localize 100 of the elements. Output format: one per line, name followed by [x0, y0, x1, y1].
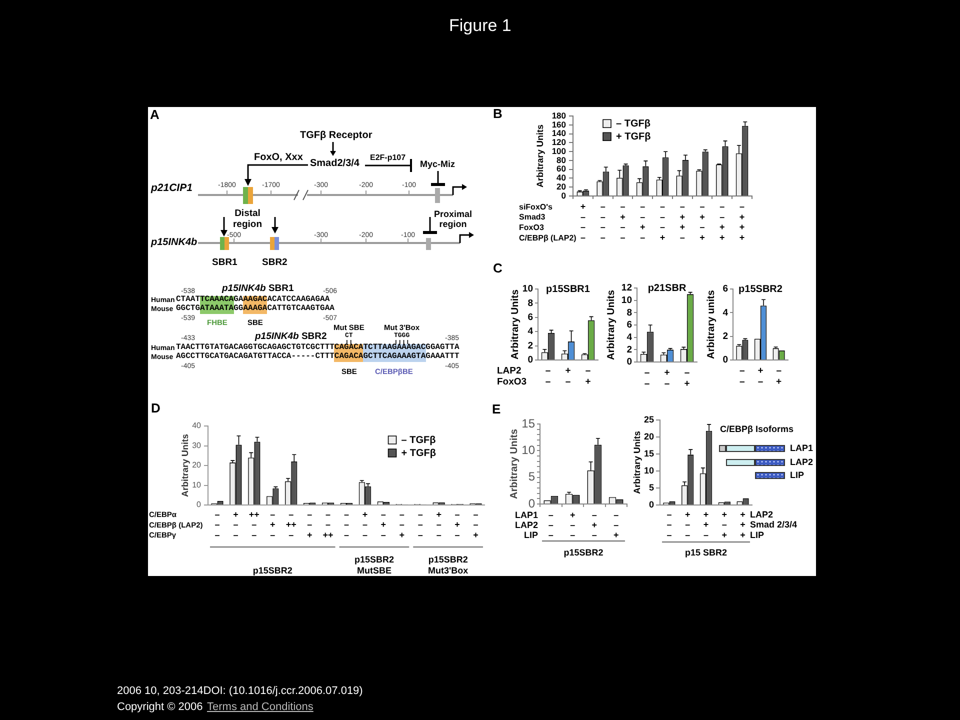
- y-tick-label: 20: [644, 431, 654, 442]
- y-tick-label: 5: [528, 470, 536, 484]
- text: E2F-p107: [370, 153, 406, 162]
- text: p15SBR2 Mut3'Box: [428, 554, 468, 576]
- y-axis-title: Arbitrary Units: [180, 434, 190, 498]
- x-tick-label: + – –: [233, 509, 238, 540]
- text: p15SBR2: [564, 547, 604, 558]
- y-tick-label: 6: [722, 284, 728, 295]
- x-tick-label: – – –: [418, 509, 423, 540]
- text: FoxO3: [519, 222, 544, 232]
- y-tick-label: 30: [192, 440, 202, 450]
- text: C/EBPβ (LAP2): [519, 233, 577, 242]
- text: Myc-Miz: [420, 159, 456, 169]
- x-tick-label: – – – +: [660, 202, 666, 243]
- x-tick-label: ++ – –: [248, 509, 260, 540]
- y-tick-label: 12: [621, 282, 632, 294]
- x-tick-label: – – ++: [322, 509, 334, 540]
- x-tick-label: – + + –: [680, 202, 686, 243]
- x-tick-label: + – –: [362, 509, 368, 540]
- y-tick-label: 25: [644, 414, 654, 424]
- y-tick-label: 180: [552, 110, 566, 120]
- text: p21CIP1: [151, 182, 192, 194]
- x-tick-label: – – + –: [640, 202, 646, 243]
- x-tick-label: – +: [585, 366, 592, 388]
- y-axis-title: Arbitrary Units: [534, 124, 545, 188]
- y-tick-label: 8: [626, 307, 632, 318]
- text: p15INK4b SBR1: [222, 282, 294, 294]
- x-tick-label: – – –: [548, 510, 554, 540]
- text: A: [150, 106, 160, 122]
- y-tick-label: 0: [648, 499, 654, 510]
- y-axis-title: Arbitrary Units: [510, 289, 521, 360]
- text: Copyright © 2006: [117, 700, 203, 712]
- x-tick-label: – + –: [270, 509, 276, 540]
- y-tick-label: 120: [552, 137, 566, 148]
- text: E: [492, 402, 501, 417]
- text: SBR1: [212, 257, 238, 268]
- x-tick-label: – + – –: [620, 202, 626, 243]
- y-tick-label: 2: [528, 340, 533, 352]
- text: LIP: [750, 530, 764, 540]
- y-tick-label: 60: [556, 164, 566, 174]
- text: 2006 10, 203-214DOI: (10.1016/j.ccr.2006.07.019): [117, 684, 363, 696]
- y-tick-label: 8: [528, 298, 533, 309]
- text: Terms and Conditions: [207, 700, 314, 712]
- y-tick-label: 0: [528, 496, 536, 510]
- y-axis-title: Arbitrary units: [706, 290, 717, 359]
- y-tick-label: 40: [192, 421, 202, 430]
- x-tick-label: – –: [545, 366, 551, 388]
- x-tick-label: – ++ –: [286, 509, 296, 540]
- y-tick-label: 5: [648, 482, 654, 492]
- y-tick-label: 0: [626, 356, 632, 368]
- x-tick-label: – –: [644, 368, 650, 390]
- chart-title: p15SBR1: [546, 284, 590, 295]
- x-tick-label: – + –: [592, 510, 598, 540]
- text: LAP2: [790, 456, 814, 467]
- y-tick-label: 6: [626, 320, 632, 331]
- x-tick-label: – – +: [613, 510, 619, 540]
- text: B: [493, 106, 502, 122]
- text: p15 SBR2: [684, 547, 728, 558]
- y-tick-label: 2: [722, 330, 728, 342]
- x-tick-label: – +: [684, 368, 690, 390]
- x-tick-label: – + –: [454, 509, 460, 540]
- text: FoxO3: [497, 376, 527, 388]
- text: LAP2: [750, 509, 774, 520]
- x-tick-label: + – –: [570, 510, 576, 540]
- x-tick-label: – – +: [306, 509, 312, 540]
- y-tick-label: 20: [556, 181, 566, 192]
- y-tick-label: 2: [626, 344, 632, 356]
- text: Smad2/3/4: [310, 158, 360, 169]
- text: LIP: [524, 530, 538, 540]
- y-tick-label: 10: [522, 442, 536, 457]
- text: LAP2: [514, 520, 538, 530]
- text: Smad3: [519, 212, 546, 222]
- x-tick-label: + –: [565, 366, 572, 388]
- y-tick-label: 4: [722, 307, 729, 318]
- y-tick-label: 160: [552, 119, 566, 130]
- text: Distal region: [232, 208, 264, 230]
- x-tick-label: + + +: [740, 509, 746, 540]
- text: TGFβ Receptor: [300, 130, 372, 141]
- x-tick-label: – +: [776, 366, 782, 388]
- y-tick-label: 80: [556, 154, 566, 165]
- x-tick-label: – + + +: [739, 202, 745, 243]
- y-tick-label: 40: [556, 172, 566, 183]
- y-tick-label: 0: [528, 354, 533, 366]
- text: FoxO, Xxx: [254, 152, 303, 163]
- x-tick-label: + – –: [684, 509, 690, 540]
- x-tick-label: – – +: [399, 509, 405, 540]
- x-tick-label: – – –: [344, 509, 350, 540]
- y-axis-title: Arbitrary Units: [632, 430, 642, 494]
- x-tick-label: + + –: [703, 509, 709, 540]
- text: LAP1: [790, 442, 814, 453]
- legend-label: + TGFβ: [401, 448, 436, 459]
- y-tick-label: 15: [522, 416, 536, 430]
- x-tick-label: + –: [664, 368, 670, 390]
- y-axis-title: Arbitrary Units: [508, 428, 520, 500]
- y-tick-label: 6: [528, 312, 533, 324]
- y-tick-label: 10: [522, 284, 533, 295]
- y-axis-title: Arbitrary Units: [606, 290, 617, 360]
- y-tick-label: 0: [196, 500, 202, 510]
- text: SBR2: [262, 257, 288, 268]
- y-tick-label: 0: [561, 190, 566, 200]
